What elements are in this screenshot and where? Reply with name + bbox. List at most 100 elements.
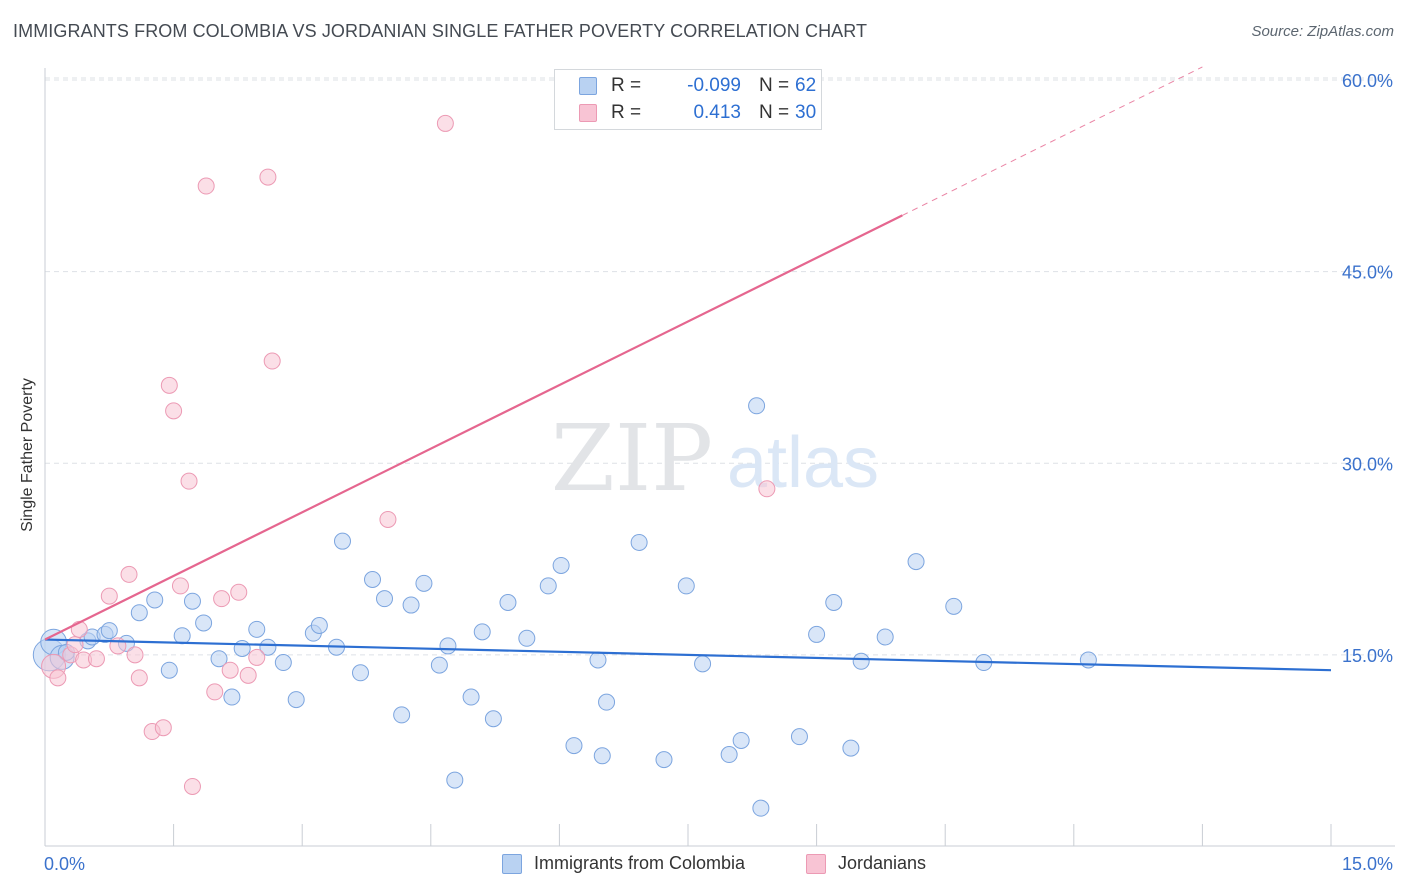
r-value: -0.099 xyxy=(687,75,741,96)
colombia-point xyxy=(462,688,480,706)
colombia-point xyxy=(907,553,925,571)
watermark-atlas: atlas xyxy=(727,423,879,503)
colombia-point xyxy=(842,739,860,757)
n-value: 30 xyxy=(795,102,817,123)
chart-title: IMMIGRANTS FROM COLOMBIA VS JORDANIAN SI… xyxy=(13,21,868,41)
colombia-point xyxy=(195,614,213,632)
jordanian-point xyxy=(126,646,144,664)
colombia-point xyxy=(473,623,491,641)
jordanian-point xyxy=(379,510,397,528)
jordanian-point xyxy=(180,472,198,490)
y-tick-label: 45.0% xyxy=(1342,263,1393,283)
colombia-point xyxy=(393,706,411,724)
jordanian-point xyxy=(758,480,776,498)
jordanian-point xyxy=(213,590,231,608)
jordanian-point xyxy=(436,114,454,132)
jordanian-point xyxy=(221,661,239,679)
n-value: 62 xyxy=(795,75,817,96)
colombia-point xyxy=(945,597,963,615)
n-label: N = xyxy=(759,75,790,96)
colombia-point xyxy=(593,747,611,765)
y-tick-label: 30.0% xyxy=(1342,454,1393,474)
colombia-point xyxy=(720,746,738,764)
colombia-point xyxy=(852,652,870,670)
colombia-point xyxy=(732,731,750,749)
n-label: N = xyxy=(759,102,790,123)
colombia-point xyxy=(748,397,766,415)
colombia-point xyxy=(310,616,328,634)
jordanian-point xyxy=(197,177,215,195)
colombia-point xyxy=(259,638,277,656)
colombia-point xyxy=(446,771,464,789)
colombia-point xyxy=(598,693,616,711)
colombia-point xyxy=(589,651,607,669)
axes xyxy=(44,68,1395,847)
jordanian-point xyxy=(206,683,224,701)
r-label: R = xyxy=(611,102,642,123)
jordanian-trend-line xyxy=(44,214,903,641)
jordanians-swatch xyxy=(579,104,597,122)
colombia-trend-line xyxy=(44,638,1332,672)
colombia-point xyxy=(518,629,536,647)
r-value: 0.413 xyxy=(693,102,741,123)
x-tick-label-max: 15.0% xyxy=(1342,854,1393,874)
colombia-point xyxy=(876,628,894,646)
jordanians-legend-swatch xyxy=(806,854,826,874)
colombia-point xyxy=(274,654,292,672)
colombia-point xyxy=(808,625,826,643)
y-tick-label: 15.0% xyxy=(1342,646,1393,666)
jordanian-point xyxy=(154,719,172,737)
watermark: ZIP atlas xyxy=(551,405,879,512)
jordanian-point xyxy=(259,168,277,186)
legend-label: Immigrants from Colombia xyxy=(534,853,746,873)
colombia-point xyxy=(752,799,770,817)
colombia-point xyxy=(655,751,673,769)
colombia-point xyxy=(630,533,648,551)
colombia-point xyxy=(160,661,178,679)
colombia-point xyxy=(439,637,457,655)
colombia-point xyxy=(539,577,557,595)
colombia-point xyxy=(173,627,191,645)
tick-labels: 15.0% 30.0% 45.0% 60.0% 0.0% 15.0% xyxy=(44,71,1393,874)
jordanian-point xyxy=(165,402,183,420)
colombia-point xyxy=(351,664,369,682)
colombia-point xyxy=(499,593,517,611)
colombia-point xyxy=(402,596,420,614)
legend-label: Jordanians xyxy=(838,853,927,873)
colombia-point xyxy=(565,737,583,755)
colombia-point xyxy=(376,590,394,608)
gridlines xyxy=(45,77,1395,656)
source-credit: Source: ZipAtlas.com xyxy=(1251,23,1394,40)
colombia-point xyxy=(248,620,266,638)
colombia-point xyxy=(484,710,502,728)
colombia-point xyxy=(790,728,808,746)
colombia-point xyxy=(210,650,228,668)
jordanian-point xyxy=(120,565,138,583)
colombia-point xyxy=(364,571,382,589)
data-points xyxy=(32,114,1097,817)
colombia-point xyxy=(825,593,843,611)
jordanian-point xyxy=(183,777,201,795)
jordanian-point xyxy=(100,587,118,605)
colombia-point xyxy=(183,592,201,610)
jordanian-point xyxy=(130,669,148,687)
colombia-point xyxy=(233,639,251,657)
colombia-point xyxy=(287,691,305,709)
colombia-point xyxy=(100,622,118,640)
colombia-point xyxy=(552,556,570,574)
colombia-point xyxy=(333,532,351,550)
jordanian-point xyxy=(171,577,189,595)
jordanian-point xyxy=(49,669,67,687)
colombia-point xyxy=(677,577,695,595)
colombia-legend-swatch xyxy=(502,854,522,874)
colombia-point xyxy=(223,688,241,706)
stats-legend: R = -0.099 N = 62 R = 0.413 N = 30 xyxy=(554,69,822,130)
jordanian-point xyxy=(230,583,248,601)
y-tick-label: 60.0% xyxy=(1342,71,1393,91)
r-label: R = xyxy=(611,75,642,96)
colombia-point xyxy=(130,604,148,622)
jordanian-trend-extension xyxy=(902,66,1203,216)
x-tick-label-min: 0.0% xyxy=(44,854,85,874)
jordanian-point xyxy=(160,376,178,394)
